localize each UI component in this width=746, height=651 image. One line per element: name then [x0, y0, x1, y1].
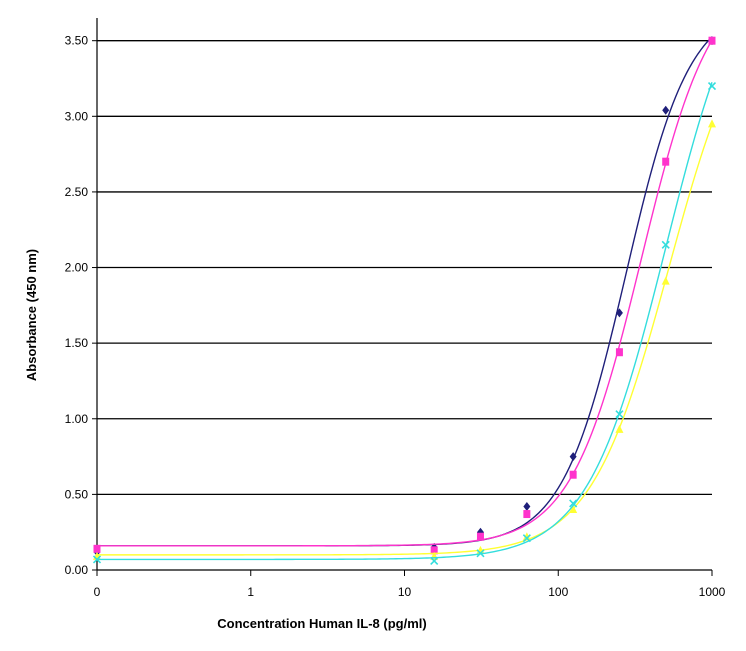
data-point — [615, 424, 624, 433]
data-point — [615, 308, 623, 318]
y-axis-title: Absorbance (450 nm) — [24, 249, 39, 381]
series-line — [97, 82, 713, 561]
series-line — [97, 123, 713, 556]
x-tick-label: 1000 — [699, 585, 726, 599]
data-point — [708, 119, 716, 128]
series-3 — [93, 119, 716, 560]
data-point — [93, 544, 101, 553]
series-line — [97, 36, 713, 547]
y-tick-label: 0.00 — [65, 563, 89, 577]
y-tick-label: 2.00 — [65, 261, 89, 275]
data-point — [476, 532, 484, 541]
data-point — [615, 410, 624, 419]
series-layer — [92, 36, 717, 565]
x-tick-label: 1 — [247, 585, 254, 599]
data-point — [523, 501, 531, 511]
gridlines — [97, 40, 712, 496]
data-point — [569, 499, 578, 508]
data-point — [615, 348, 623, 357]
series-2 — [93, 36, 716, 555]
x-tick-labels: 0 1 10 100 1000 — [94, 585, 726, 599]
data-point — [662, 157, 670, 166]
y-tick-label: 1.50 — [65, 336, 89, 350]
y-tick-label: 3.00 — [65, 109, 89, 123]
data-point — [523, 510, 531, 519]
axes — [92, 18, 713, 576]
series-line — [97, 39, 713, 547]
y-tick-label: 3.50 — [65, 34, 89, 48]
y-tick-label: 0.50 — [65, 487, 89, 501]
data-point — [569, 505, 578, 514]
data-point — [569, 452, 577, 462]
data-point — [569, 470, 577, 479]
data-point — [92, 555, 102, 564]
data-point — [708, 36, 716, 45]
x-tick-label: 100 — [548, 585, 568, 599]
series-4 — [92, 81, 717, 565]
data-point — [430, 556, 439, 565]
data-point — [522, 534, 531, 543]
data-point — [430, 546, 438, 555]
x-axis-title: Concentration Human IL-8 (pg/ml) — [217, 616, 426, 631]
data-point — [661, 276, 670, 285]
data-point — [476, 549, 485, 558]
data-point — [707, 81, 717, 91]
y-tick-label: 1.00 — [65, 412, 89, 426]
y-tick-label: 2.50 — [65, 185, 89, 199]
series-1 — [93, 36, 716, 557]
data-point — [662, 105, 670, 115]
data-point — [522, 532, 531, 541]
x-tick-label: 0 — [94, 585, 101, 599]
x-tick-label: 10 — [398, 585, 412, 599]
y-tick-labels: 0.00 0.50 1.00 1.50 2.00 2.50 3.00 3.50 — [65, 34, 89, 577]
data-point — [661, 240, 670, 249]
